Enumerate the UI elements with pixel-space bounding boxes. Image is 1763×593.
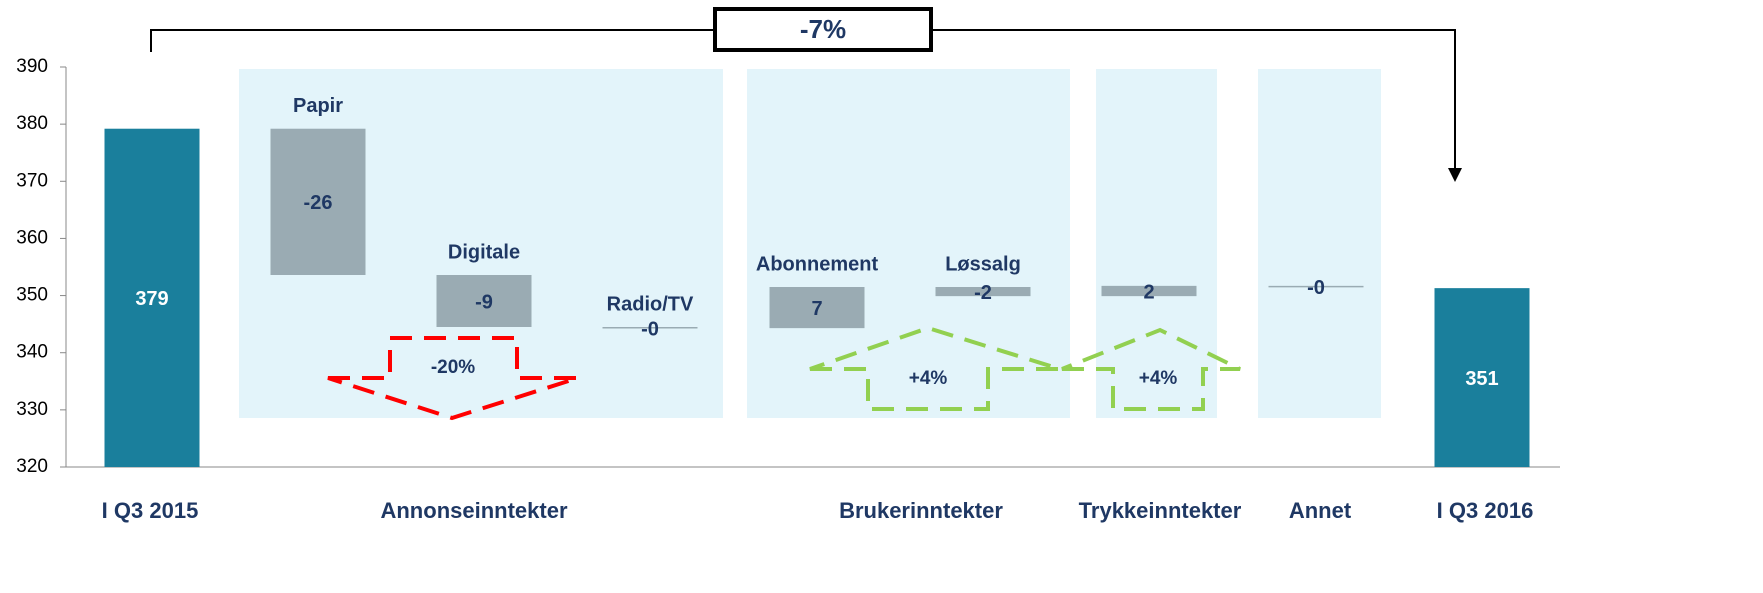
group-label: I Q3 2016 [1437,498,1534,523]
change-box [713,7,933,52]
category-label: Løssalg [945,253,1021,275]
bar [1101,285,1197,297]
y-tick-label: 330 [16,399,48,420]
y-tick-label: 340 [16,342,48,363]
y-tick-label: 320 [16,456,48,477]
bar [935,287,1031,297]
group-panel [1096,69,1217,418]
y-tick-label: 370 [16,170,48,191]
annotation: +4% [909,368,948,389]
bar [602,327,698,329]
value-label: 2 [1143,281,1154,303]
group-label: Trykkeinntekter [1079,498,1242,523]
group-label: Brukerinntekter [839,498,1003,523]
category-label: Abonnement [756,253,879,275]
panels [239,69,1381,418]
arrows [150,7,1462,421]
bar [436,275,532,327]
group-label: Annet [1289,498,1352,523]
category-label: Radio/TV [607,293,694,315]
up-arrow [809,325,1061,411]
value-label: -0 [1307,277,1325,299]
annotation: -20% [431,357,475,378]
bar [1268,285,1364,288]
group-panel [747,69,1070,418]
bar [270,128,366,275]
value-label: -9 [475,291,493,313]
group-label: Annonseinntekter [380,498,567,523]
y-tick-label: 350 [16,285,48,306]
value-label: -26 [304,192,333,214]
value-label: 7 [811,298,822,320]
bar [104,128,200,467]
y-tick-label: 360 [16,227,48,248]
bracket [931,29,1456,170]
bracket [150,29,715,52]
value-label: -2 [974,282,992,304]
value-label: 379 [135,288,168,310]
value-label: -0 [641,318,659,340]
category-label: Papir [293,95,343,117]
y-tick-label: 390 [16,56,48,77]
group-label: I Q3 2015 [102,498,199,523]
group-panel [1258,69,1381,418]
y-tick-label: 380 [16,113,48,134]
bar [1434,288,1530,467]
annotation: +4% [1139,368,1178,389]
category-label: Digitale [448,241,520,263]
bar [769,287,865,329]
value-label: 351 [1465,368,1498,390]
down-arrow [327,336,579,421]
annotation: -7% [800,14,846,44]
arrow-head [1448,168,1462,182]
